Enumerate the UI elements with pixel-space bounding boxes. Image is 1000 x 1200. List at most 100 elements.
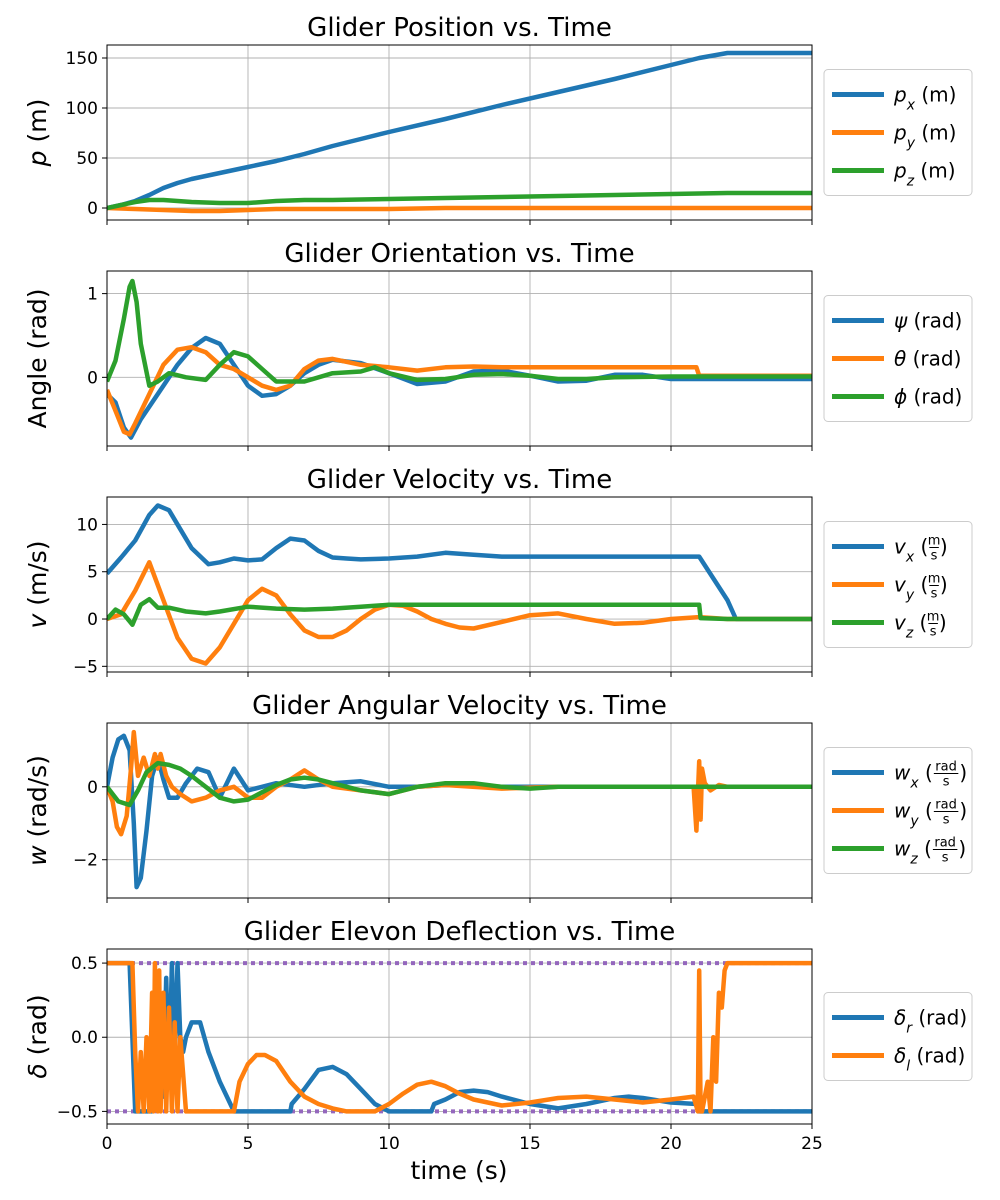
legend-unit-fraction: ms) <box>928 534 948 564</box>
panel-5: Glider Elevon Deflection vs. Time −0.5 0.0… <box>23 917 973 1154</box>
x-tick-label: 20 <box>660 1134 682 1154</box>
y-axis-label: w (rad/s) <box>23 755 52 866</box>
legend-box <box>823 69 973 196</box>
legend-box <box>823 521 973 648</box>
svg-text:): ) <box>940 535 948 559</box>
svg-text:s: s <box>942 851 949 866</box>
y-tick-label: 0 <box>87 778 98 798</box>
series-line-3 <box>107 596 812 627</box>
x-tick-label: 0 <box>102 1134 113 1154</box>
svg-text:m: m <box>928 534 941 549</box>
y-axis-label: p (m) <box>23 99 52 168</box>
series-line-2 <box>107 205 812 214</box>
legend-label: θ (rad) <box>894 347 961 371</box>
legend: ψ (rad) θ (rad) ϕ (rad) <box>823 295 973 422</box>
y-tick-label: −0.5 <box>57 1102 98 1122</box>
x-tick-label: 15 <box>519 1134 541 1154</box>
grid <box>106 723 813 898</box>
panel-4: Glider Angular Velocity vs. Time −2 0 w (ra… <box>23 691 973 903</box>
x-tick-label: 10 <box>378 1134 400 1154</box>
series-group <box>107 729 812 890</box>
svg-text:rad: rad <box>935 760 957 775</box>
svg-text:m: m <box>928 572 941 587</box>
panel-1: Glider Position vs. Time 0 50 100 150 p (m) px… <box>23 13 973 225</box>
svg-text:): ) <box>959 799 967 823</box>
panel-title: Glider Orientation vs. Time <box>284 239 634 269</box>
legend-label: δl (rad) <box>894 1044 965 1075</box>
y-tick-label: 0 <box>87 368 98 388</box>
svg-text:s: s <box>943 775 950 790</box>
series-line-2 <box>107 344 812 437</box>
x-axis-label: time (s) <box>411 1156 508 1185</box>
series-line-1 <box>107 733 812 890</box>
panel-title: Glider Position vs. Time <box>307 13 612 43</box>
y-tick-label: 5 <box>87 563 98 583</box>
series-group <box>107 960 812 1114</box>
legend-box <box>823 747 973 874</box>
plot-frame <box>106 496 813 673</box>
series-line-3 <box>107 760 812 808</box>
svg-text:rad: rad <box>934 836 956 851</box>
legend-label: ψ (rad) <box>894 309 962 333</box>
series-line-2 <box>107 560 812 666</box>
y-axis-label: δ (rad) <box>23 994 52 1078</box>
x-tick-label: 25 <box>801 1134 823 1154</box>
legend-label: ϕ (rad) <box>894 385 962 409</box>
panel-3: Glider Velocity vs. Time −5 0 5 10 v (m/s) vx … <box>23 465 973 677</box>
legend: δr (rad)δl (rad) <box>823 992 973 1081</box>
series-group <box>107 278 812 440</box>
y-tick-label: −5 <box>73 657 98 677</box>
svg-text:): ) <box>959 761 967 785</box>
y-tick-label: 50 <box>76 149 98 169</box>
svg-text:s: s <box>931 587 938 602</box>
y-tick-label: 0 <box>87 610 98 630</box>
series-group <box>107 503 812 666</box>
svg-text:): ) <box>958 837 966 861</box>
series-line-2 <box>107 960 812 1114</box>
svg-text:s: s <box>943 813 950 828</box>
y-tick-label: 0.0 <box>71 1028 98 1048</box>
panel-title: Glider Velocity vs. Time <box>307 465 612 495</box>
plot-frame <box>106 948 813 1125</box>
y-axis-label: v (m/s) <box>23 540 52 628</box>
y-tick-label: −2 <box>73 851 98 871</box>
y-tick-label: 1 <box>87 285 98 305</box>
legend: vx (ms)vy (ms)vz (ms) <box>823 521 973 648</box>
plot-frame <box>106 722 813 899</box>
y-tick-label: 150 <box>66 49 98 69</box>
y-axis-label: Angle (rad) <box>23 288 52 428</box>
series-line-3 <box>107 278 812 388</box>
y-tick-label: 0.5 <box>71 954 98 974</box>
grid <box>106 497 813 672</box>
svg-text:s: s <box>931 549 938 564</box>
svg-text:m: m <box>927 610 940 625</box>
series-line-3 <box>107 190 812 211</box>
y-tick-label: 100 <box>66 99 98 119</box>
series-line-1 <box>107 503 812 622</box>
svg-text:s: s <box>930 625 937 640</box>
panel-title: Glider Angular Velocity vs. Time <box>252 691 667 721</box>
legend-box <box>823 295 973 422</box>
panel-2: Glider Orientation vs. Time 0 1 Angle (rad)… <box>23 239 973 451</box>
series-line-1 <box>107 335 812 440</box>
panel-title: Glider Elevon Deflection vs. Time <box>244 917 676 947</box>
plot-frame <box>106 270 813 447</box>
plot-frame <box>106 44 813 221</box>
svg-text:rad: rad <box>935 798 957 813</box>
series-line-1 <box>107 50 812 211</box>
y-tick-label: 0 <box>87 199 98 219</box>
series-group <box>107 50 812 214</box>
x-tick-label: 5 <box>243 1134 254 1154</box>
legend-unit-fraction: ms) <box>928 572 948 602</box>
legend-box <box>823 992 973 1081</box>
legend-unit-fraction: ms) <box>927 610 947 640</box>
y-tick-label: 10 <box>76 515 98 535</box>
svg-text:): ) <box>940 573 948 597</box>
svg-text:): ) <box>939 611 947 635</box>
legend: px (m)py (m)pz (m) <box>823 69 973 196</box>
